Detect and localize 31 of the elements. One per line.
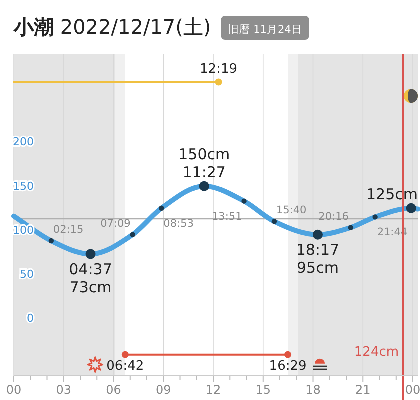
x-tick-label: 15	[256, 383, 272, 397]
annotation: 12:19	[200, 62, 238, 78]
annotation: 150cm 11:27	[178, 145, 230, 182]
y-tick-label: 200	[13, 136, 34, 149]
x-tick-label: 00	[405, 383, 420, 397]
point	[122, 351, 129, 358]
annotation: 04:37 73cm	[69, 260, 112, 296]
point	[284, 351, 292, 358]
chart-subtitle: 旧暦 11月24日	[228, 23, 302, 36]
x-tick-label: 06	[106, 383, 122, 397]
x-tick-label: 09	[156, 383, 172, 397]
annotation: 20:16	[318, 210, 350, 223]
y-tick-label: 50	[20, 268, 34, 282]
annotation: 16:29	[269, 358, 307, 374]
chart-title: 小潮 2022/12/17(土)	[13, 15, 212, 39]
x-tick-label: 21	[355, 383, 371, 397]
x-tick-label: 12	[206, 383, 222, 397]
point	[215, 78, 222, 86]
annotation: 08:53	[164, 218, 194, 230]
ref-line-label: 124cm	[354, 345, 400, 360]
y-tick-label: 0	[27, 312, 34, 326]
x-tick-label: 03	[56, 383, 72, 397]
annotation: 06:42	[106, 358, 144, 374]
annotation: 15:40	[276, 204, 307, 217]
x-tick-label: 18	[306, 383, 321, 397]
annotation: 18:17 95cm	[296, 240, 340, 277]
annotation: 02:15	[53, 224, 84, 236]
y-tick-label: 100	[13, 224, 34, 237]
y-tick-label: 150	[13, 180, 34, 193]
annotation: 07:09	[100, 218, 131, 230]
x-tick-label: 00	[6, 383, 22, 397]
